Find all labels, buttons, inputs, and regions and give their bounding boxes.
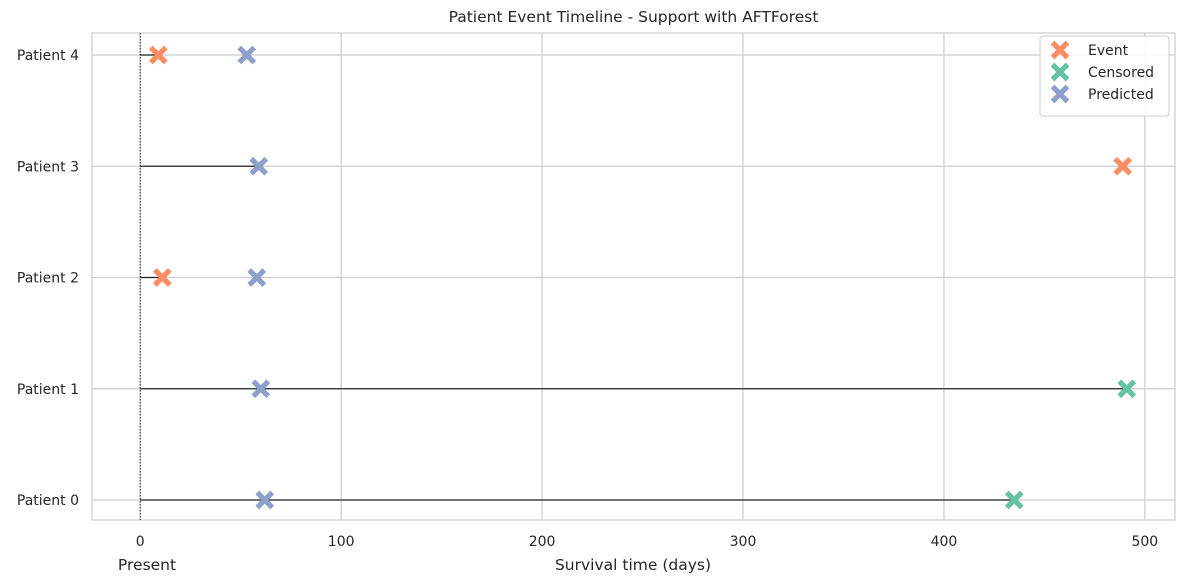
plot-frame — [91, 32, 1176, 521]
x-axis-title: Survival time (days) — [555, 556, 711, 574]
x-tick-label: 500 — [1131, 534, 1158, 550]
censored-marker — [1004, 490, 1024, 510]
x-tick-label: 0 — [136, 534, 145, 550]
y-tick-label: Patient 1 — [17, 382, 79, 398]
censored-marker — [1117, 379, 1137, 399]
tick-labels: 0 100 200 300 400 500 Patient 0 Patient 1 Patien… — [17, 48, 1158, 550]
predicted-marker — [247, 268, 267, 287]
legend-label-event: Event — [1088, 43, 1129, 59]
event-marker — [152, 268, 172, 287]
x-tick-label: 300 — [730, 534, 757, 550]
y-tick-label: Patient 3 — [17, 159, 79, 175]
predicted-legend-icon — [1050, 84, 1070, 104]
x-tick-label: 200 — [529, 534, 556, 550]
y-tick-label: Patient 0 — [17, 493, 79, 509]
present-label: Present — [118, 556, 176, 574]
x-tick-label: 100 — [328, 534, 355, 550]
predicted-marker — [237, 45, 257, 65]
legend-frame — [1039, 35, 1170, 117]
predicted-marker — [249, 156, 269, 176]
y-tick-label: Patient 2 — [17, 271, 79, 287]
predicted-marker — [255, 490, 275, 510]
legend: Event Censored Predicted — [1039, 35, 1170, 117]
event-marker — [1113, 156, 1133, 176]
event-legend-icon — [1050, 40, 1070, 60]
x-tick-label: 400 — [931, 534, 958, 550]
legend-label-censored: Censored — [1088, 65, 1154, 81]
y-tick-label: Patient 4 — [17, 48, 79, 64]
predicted-marker — [251, 379, 271, 399]
legend-label-predicted: Predicted — [1088, 87, 1154, 103]
chart-title: Patient Event Timeline - Support with AF… — [449, 8, 819, 26]
event-marker — [148, 45, 168, 65]
censored-legend-icon — [1050, 62, 1070, 82]
timeline-lines — [139, 33, 1127, 520]
data-points — [148, 45, 1137, 510]
